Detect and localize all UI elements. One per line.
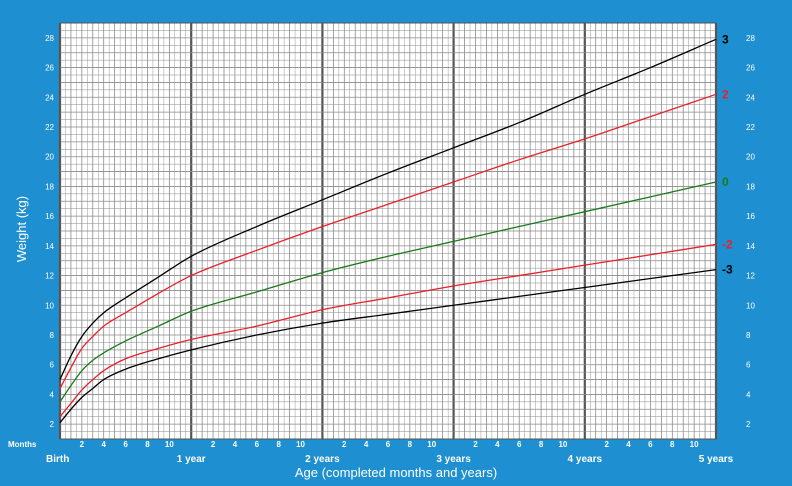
series-line-3: [59, 243, 717, 418]
y-tick-label: 10: [45, 301, 54, 310]
y-tick-label: 10: [746, 301, 755, 310]
x-axis-title: Age (completed months and years): [295, 465, 497, 480]
x-minor-tick-label: 2: [342, 440, 347, 449]
x-minor-tick-label: 10: [165, 440, 174, 449]
y-tick-label: 8: [746, 331, 751, 340]
x-major-tick-label: Birth: [46, 454, 69, 465]
x-minor-tick-label: 6: [255, 440, 260, 449]
series-label: 2: [722, 87, 729, 101]
y-tick-label: 18: [746, 182, 755, 191]
y-axis-title: Weight (kg): [14, 196, 29, 262]
series-line-0: [59, 38, 717, 380]
x-minor-tick-label: 4: [495, 440, 500, 449]
y-tick-label: 14: [45, 242, 54, 251]
y-tick-label: 12: [746, 272, 755, 281]
y-tick-label: 4: [50, 390, 55, 399]
x-minor-tick-label: 2: [80, 440, 85, 449]
y-tick-label: 28: [45, 34, 54, 43]
x-minor-tick-label: 2: [604, 440, 609, 449]
y-tick-label: 6: [746, 361, 751, 370]
series-labels: 3 2 0 -2 -3: [722, 32, 733, 276]
series-line-2: [59, 181, 717, 403]
y-tick-label: 16: [746, 212, 755, 221]
y-tick-label: 12: [45, 272, 54, 281]
y-tick-label: 24: [746, 93, 755, 102]
y-tick-label: 24: [45, 93, 54, 102]
x-minor-tick-label: 10: [427, 440, 436, 449]
y-tick-label: 28: [746, 34, 755, 43]
x-major-tick-label: 2 years: [305, 454, 340, 465]
x-minor-tick-label: 10: [558, 440, 567, 449]
y-tick-label: 20: [45, 153, 54, 162]
y-tick-label: 26: [45, 64, 54, 73]
y-tick-label: 22: [45, 123, 54, 132]
y-tick-label: 4: [746, 390, 751, 399]
x-minor-tick-label: 10: [296, 440, 305, 449]
y-tick-label: 20: [746, 153, 755, 162]
y-tick-label: 2: [50, 420, 55, 429]
y-tick-label: 18: [45, 182, 54, 191]
x-minor-tick-label: 6: [648, 440, 653, 449]
series-line-1: [59, 93, 717, 389]
plot-border: [59, 22, 717, 440]
x-minor-tick-label: 6: [123, 440, 128, 449]
x-minor-tick-label: 6: [517, 440, 522, 449]
x-minor-tick-label: 8: [539, 440, 544, 449]
x-minor-tick-label: 4: [364, 440, 369, 449]
series-line-4: [59, 268, 717, 424]
series-label: -2: [722, 237, 733, 251]
x-major-tick-label: 5 years: [699, 454, 734, 465]
x-minor-tick-label: 10: [690, 440, 699, 449]
x-major-tick-label: 3 years: [436, 454, 471, 465]
months-label: Months: [8, 440, 37, 449]
x-minor-tick-label: 2: [473, 440, 478, 449]
x-major-tick-label: 4 years: [568, 454, 603, 465]
x-minor-tick-label: 6: [386, 440, 391, 449]
series-label: 3: [722, 32, 729, 46]
x-minor-tick-label: 4: [233, 440, 238, 449]
grid: [58, 22, 718, 440]
x-minor-tick-label: 8: [408, 440, 413, 449]
y-tick-label: 26: [746, 64, 755, 73]
x-major-tick-label: 1 year: [177, 454, 206, 465]
y-tick-label: 16: [45, 212, 54, 221]
x-minor-tick-label: 8: [276, 440, 281, 449]
series-label: -3: [722, 263, 733, 277]
x-minor-tick-label: 8: [145, 440, 150, 449]
y-tick-label: 6: [50, 361, 55, 370]
x-minor-tick-label: 8: [670, 440, 675, 449]
y-tick-label: 2: [746, 420, 751, 429]
y-tick-label: 22: [746, 123, 755, 132]
x-minor-tick-label: 4: [102, 440, 107, 449]
y-tick-label: 8: [50, 331, 55, 340]
series-lines: [59, 38, 717, 424]
x-minor-tick-label: 4: [626, 440, 631, 449]
series-label: 0: [722, 175, 729, 189]
x-minor-tick-label: 2: [211, 440, 216, 449]
y-tick-label: 14: [746, 242, 755, 251]
x-tick-labels: 2 4 6 8 10 2 4 6 8 10 2 4 6 8 10 2 4 6 8 10 2 4 6 8 10 Birth 1 yea…: [46, 440, 734, 465]
